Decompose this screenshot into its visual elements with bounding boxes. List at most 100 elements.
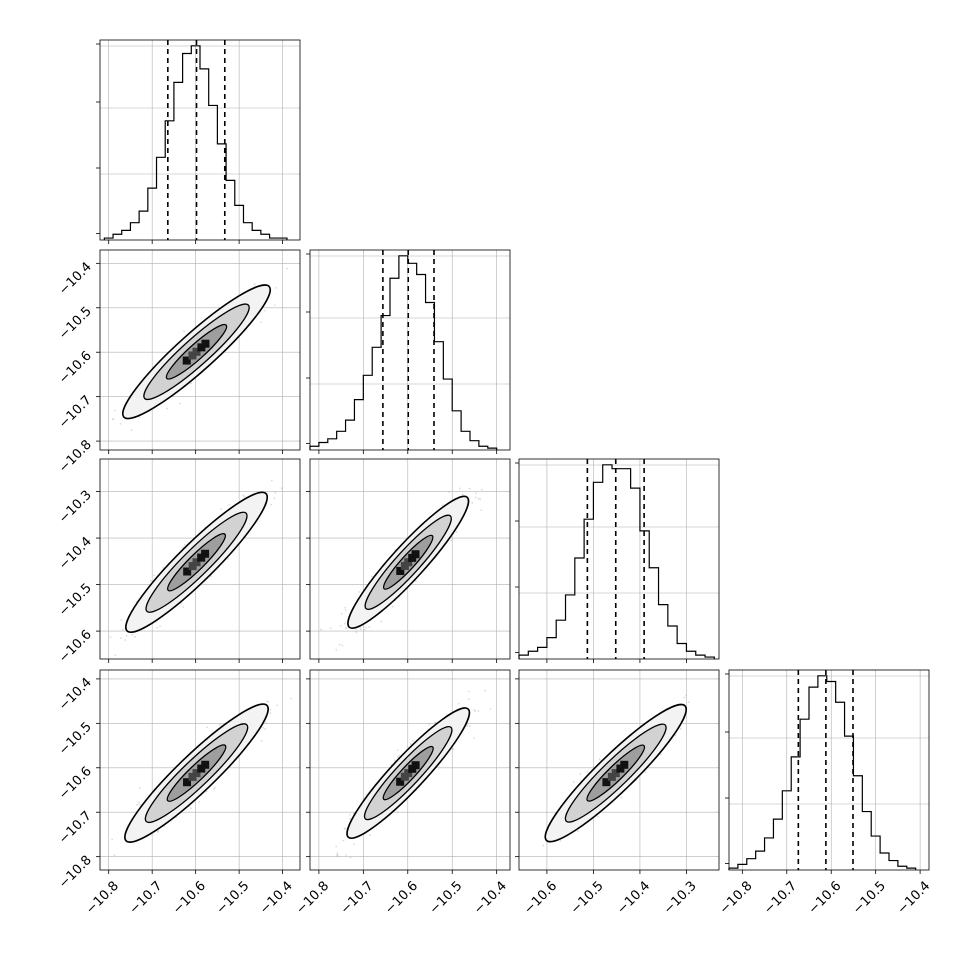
scatter-point bbox=[457, 702, 460, 705]
x-tick-label: −10.6 bbox=[170, 879, 209, 918]
scatter-point bbox=[412, 739, 414, 742]
scatter-point bbox=[220, 508, 223, 511]
scatter-point bbox=[266, 700, 269, 703]
scatter-point bbox=[477, 497, 480, 500]
scatter-point bbox=[183, 543, 186, 546]
scatter-point bbox=[363, 628, 366, 631]
scatter-point bbox=[96, 423, 98, 425]
scatter-point bbox=[479, 498, 482, 501]
histogram-step bbox=[728, 675, 917, 870]
scatter-point bbox=[156, 830, 159, 833]
scatter-point bbox=[124, 639, 127, 641]
scatter-point bbox=[455, 530, 458, 533]
histogram-step bbox=[103, 45, 288, 240]
scatter-point bbox=[267, 700, 270, 703]
scatter-point bbox=[121, 628, 124, 631]
scatter-point bbox=[396, 749, 399, 752]
scatter-point bbox=[166, 407, 168, 410]
scatter-point bbox=[198, 800, 201, 803]
scatter-point bbox=[336, 852, 338, 855]
scatter-point bbox=[156, 626, 159, 629]
scatter-point bbox=[344, 827, 347, 830]
scatter-point bbox=[335, 845, 338, 848]
scatter-point bbox=[679, 727, 682, 730]
scatter-point bbox=[179, 402, 181, 405]
scatter-point bbox=[391, 605, 394, 608]
scatter-point bbox=[190, 382, 192, 385]
x-tick-label: −10.4 bbox=[471, 879, 510, 918]
panel-frame bbox=[309, 669, 511, 871]
scatter-point bbox=[579, 773, 582, 776]
scatter-point bbox=[322, 665, 324, 667]
scatter-point bbox=[466, 725, 469, 727]
x-tick-label: −10.8 bbox=[293, 879, 332, 918]
y-tick-label: −10.4 bbox=[56, 534, 95, 573]
scatter-point bbox=[414, 580, 417, 582]
scatter-point bbox=[183, 330, 185, 333]
scatter-point bbox=[474, 496, 477, 499]
y-tick-label: −10.8 bbox=[56, 437, 95, 476]
scatter-point bbox=[111, 838, 114, 841]
density-bin bbox=[400, 772, 409, 781]
scatter-point bbox=[275, 286, 278, 289]
scatter-point bbox=[139, 803, 141, 806]
scatter-point bbox=[368, 626, 371, 628]
scatter-panel-2-1: −10.4 −10.5 −10.6 −10.7 −10.8 bbox=[56, 249, 301, 476]
scatter-point bbox=[410, 743, 412, 745]
scatter-point bbox=[572, 781, 575, 784]
density-layer bbox=[335, 689, 492, 859]
scatter-point bbox=[596, 815, 599, 818]
scatter-point bbox=[120, 619, 123, 621]
scatter-point bbox=[396, 811, 399, 814]
scatter-point bbox=[341, 644, 344, 647]
density-bin bbox=[197, 553, 206, 562]
scatter-point bbox=[362, 797, 365, 800]
scatter-point bbox=[687, 701, 690, 704]
scatter-point bbox=[109, 636, 112, 639]
density-bin bbox=[192, 347, 201, 356]
scatter-point bbox=[359, 626, 362, 629]
density-bin bbox=[188, 351, 197, 360]
scatter-point bbox=[280, 487, 283, 490]
scatter-point bbox=[125, 635, 128, 637]
scatter-point bbox=[205, 790, 208, 793]
y-tick-label: −10.5 bbox=[56, 581, 95, 620]
panel-frame bbox=[518, 458, 720, 660]
scatter-point bbox=[153, 574, 155, 577]
scatter-point bbox=[480, 488, 483, 491]
density-bin bbox=[182, 356, 191, 365]
scatter-point bbox=[480, 509, 483, 512]
scatter-panel-4-3: −10.6 −10.5 −10.4 −10.3 bbox=[515, 669, 720, 917]
y-tick-label: −10.4 bbox=[56, 260, 95, 299]
scatter-panel-4-1: −10.8 −10.7 −10.6 −10.5 −10.4−10.4−10.5−10.6… bbox=[56, 669, 301, 918]
scatter-point bbox=[269, 708, 272, 711]
x-tick-label: −10.5 bbox=[427, 879, 466, 918]
scatter-point bbox=[265, 722, 268, 724]
scatter-point bbox=[397, 756, 399, 759]
scatter-point bbox=[206, 726, 208, 729]
scatter-point bbox=[434, 721, 436, 724]
density-bin bbox=[183, 778, 192, 787]
scatter-point bbox=[210, 575, 212, 578]
scatter-point bbox=[467, 698, 470, 701]
scatter-point bbox=[471, 502, 474, 504]
scatter-point bbox=[262, 726, 264, 729]
density-bin bbox=[607, 772, 616, 781]
scatter-point bbox=[355, 628, 357, 631]
scatter-point bbox=[468, 487, 471, 490]
y-tick-label: −10.8 bbox=[56, 853, 95, 892]
scatter-point bbox=[286, 267, 289, 270]
scatter-point bbox=[130, 429, 133, 432]
scatter-point bbox=[243, 495, 246, 498]
scatter-point bbox=[149, 580, 152, 582]
scatter-point bbox=[159, 625, 161, 628]
scatter-point bbox=[182, 546, 184, 549]
scatter-point bbox=[644, 771, 647, 774]
density-bin bbox=[408, 764, 417, 773]
scatter-point bbox=[685, 694, 687, 697]
histogram-step bbox=[518, 464, 715, 659]
scatter-point bbox=[359, 628, 362, 631]
scatter-point bbox=[659, 753, 662, 756]
panel-frame bbox=[309, 249, 511, 451]
scatter-point bbox=[344, 622, 346, 625]
